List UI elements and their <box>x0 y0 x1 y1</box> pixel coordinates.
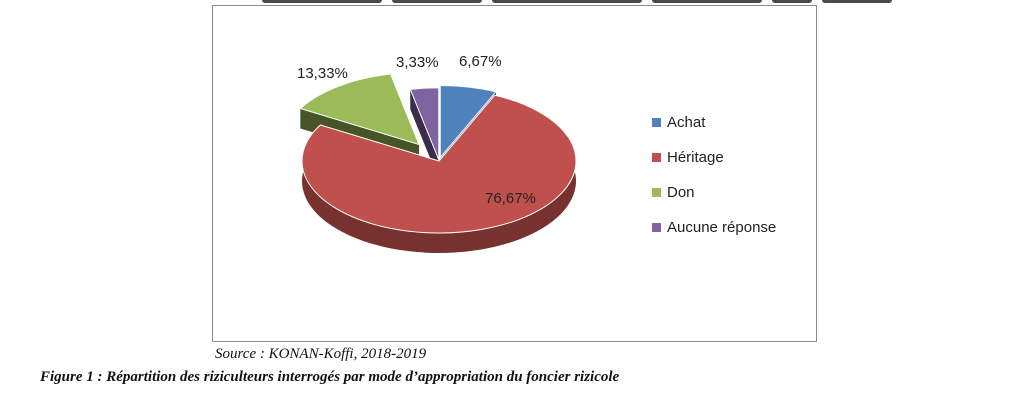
pie-slice-h-ritage <box>301 94 577 234</box>
data-label-1: 76,67% <box>485 190 536 207</box>
legend-label: Don <box>667 184 695 201</box>
pie-slice-don <box>299 73 420 146</box>
legend-swatch <box>652 223 661 232</box>
source-note: Source : KONAN-Koffi, 2018-2019 <box>215 346 427 362</box>
legend-swatch <box>652 118 661 127</box>
data-label-2: 13,33% <box>297 65 348 82</box>
data-label-0: 6,67% <box>459 53 502 70</box>
legend-item: Héritage <box>652 147 776 168</box>
chart-legend: Achat Héritage Don Aucune réponse <box>652 112 776 252</box>
pie-chart: 6,67% 76,67% 13,33% 3,33% <box>297 53 577 253</box>
data-label-3: 3,33% <box>396 54 439 71</box>
pie-slice-aucune-r-ponse <box>409 87 440 160</box>
legend-item: Aucune réponse <box>652 217 776 238</box>
legend-label: Aucune réponse <box>667 219 777 236</box>
cropped-text-line <box>0 0 1024 6</box>
pie-slice-achat <box>439 84 497 159</box>
chart-frame: 6,67% 76,67% 13,33% 3,33% Achat Héritage Don A… <box>212 5 817 342</box>
legend-label: Héritage <box>667 149 724 166</box>
legend-item: Don <box>652 182 776 203</box>
legend-item: Achat <box>652 112 776 133</box>
legend-label: Achat <box>667 114 706 131</box>
legend-swatch <box>652 188 661 197</box>
legend-swatch <box>652 153 661 162</box>
figure-caption: Figure 1 : Répartition des riziculteurs … <box>40 369 620 385</box>
